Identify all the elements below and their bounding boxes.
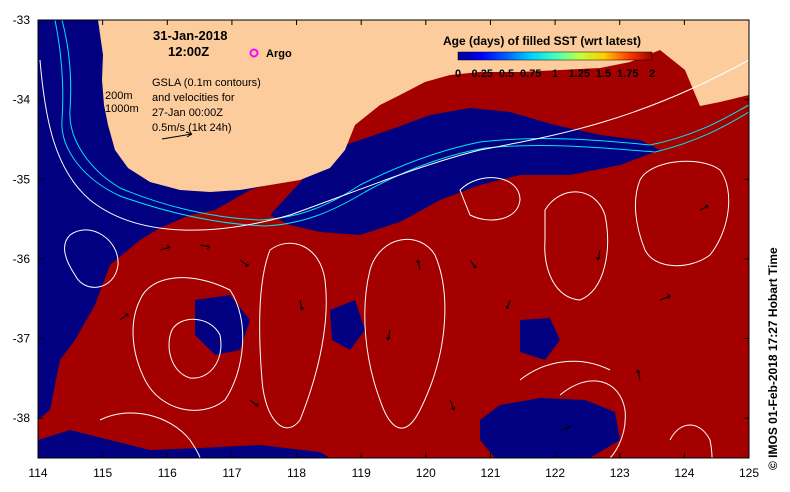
- colorbar-tick-label: 0.75: [520, 68, 541, 80]
- isobath-label-200m: 200m: [105, 90, 133, 102]
- colorbar-tick-label: 1.75: [617, 68, 638, 80]
- gsla-line-2: and velocities for: [152, 92, 235, 104]
- gsla-line-4: 0.5m/s (1kt 24h): [152, 122, 231, 134]
- gsla-contours: [39, 59, 749, 458]
- x-tick-label: 118: [287, 466, 306, 480]
- colorbar-tick-label: 0: [455, 68, 461, 80]
- colorbar-tick-label: 1.25: [569, 68, 590, 80]
- velocity-arrows: [119, 204, 709, 431]
- x-tick-label: 120: [416, 466, 436, 480]
- y-tick-label: -37: [13, 332, 31, 346]
- colorbar: [457, 51, 653, 61]
- sst-fresh-region: [480, 398, 620, 458]
- x-axis: 114 115 116 117 118 119 120 121 122 123 124 125: [28, 20, 759, 480]
- colorbar-tick-label: 0.5: [499, 68, 514, 80]
- colorbar-tick-label: 1.5: [596, 68, 611, 80]
- x-tick-label: 115: [93, 466, 112, 480]
- plot-frame: [37, 19, 750, 459]
- x-tick-label: 116: [158, 466, 177, 480]
- map-time: 12:00Z: [168, 44, 209, 59]
- imos-credit: © IMOS 01-Feb-2018 17:27 Hobart Time: [766, 247, 780, 470]
- scale-arrow-icon: [161, 131, 193, 140]
- argo-label: Argo: [266, 48, 292, 60]
- y-tick-label: -36: [13, 252, 31, 266]
- map-date: 31-Jan-2018: [153, 28, 227, 43]
- sst-fresh-region: [270, 108, 660, 235]
- sst-fresh-region: [38, 430, 330, 458]
- isobath-label-1000m: 1000m: [105, 103, 139, 115]
- x-tick-label: 123: [610, 466, 630, 480]
- isobath-contours: [54, 20, 749, 227]
- y-axis: -33 -34 -35 -36 -37 -38: [13, 13, 749, 425]
- colorbar-tick-label: 1: [552, 68, 558, 80]
- x-tick-label: 119: [352, 466, 371, 480]
- colorbar-tick-label: 0.25: [472, 68, 493, 80]
- y-tick-label: -35: [13, 172, 31, 186]
- sst-fresh-region: [330, 300, 365, 350]
- y-tick-label: -34: [13, 93, 31, 107]
- x-tick-label: 121: [480, 466, 500, 480]
- colorbar-ticks: 0 0.25 0.5 0.75 1 1.25 1.5 1.75 2: [455, 68, 655, 80]
- colorbar-title: Age (days) of filled SST (wrt latest): [443, 34, 641, 48]
- sst-fresh-region: [195, 295, 250, 355]
- argo-marker-icon: [249, 48, 259, 58]
- x-tick-label: 124: [674, 466, 694, 480]
- x-tick-label: 114: [28, 466, 47, 480]
- australia-land: [98, 20, 749, 192]
- gsla-line-3: 27-Jan 00:00Z: [152, 107, 223, 119]
- y-tick-label: -33: [13, 13, 31, 27]
- y-tick-label: -38: [13, 411, 31, 425]
- colorbar-tick-label: 2: [649, 68, 655, 80]
- x-tick-label: 125: [739, 466, 759, 480]
- x-tick-label: 122: [545, 466, 565, 480]
- gsla-line-1: GSLA (0.1m contours): [152, 77, 261, 89]
- x-tick-label: 117: [222, 466, 241, 480]
- sst-fresh-region: [520, 318, 560, 360]
